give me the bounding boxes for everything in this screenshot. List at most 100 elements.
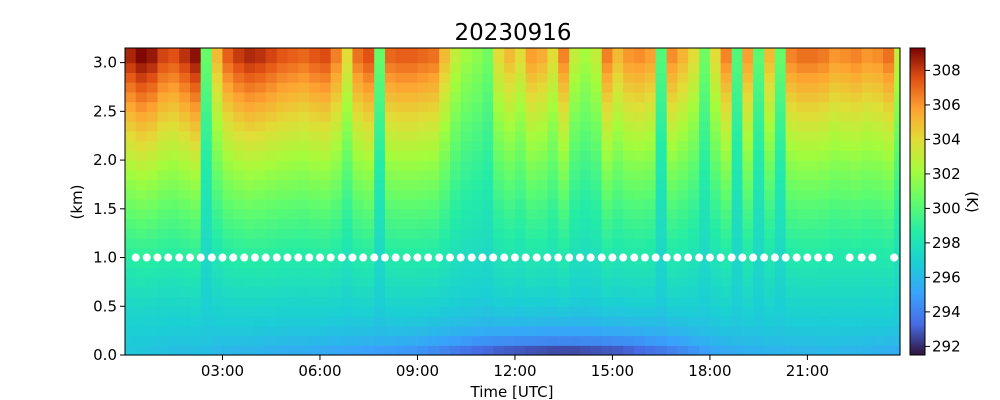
heatmap-cell	[146, 111, 159, 122]
heatmap-cell	[872, 82, 884, 93]
heatmap-cell	[265, 48, 278, 54]
heatmap-cell	[384, 111, 397, 122]
heatmap-cell	[352, 48, 364, 54]
heatmap-cell	[742, 325, 754, 337]
heatmap-cell	[677, 52, 689, 64]
heatmap-cell	[742, 121, 754, 132]
heatmap-cell	[125, 267, 137, 278]
heatmap-cell	[439, 325, 451, 337]
heatmap-cell	[135, 345, 148, 356]
heatmap-cell	[569, 189, 581, 200]
heatmap-profile	[764, 48, 776, 356]
heatmap-cell	[547, 267, 559, 278]
heatmap-cell	[363, 82, 375, 93]
heatmap-cell	[319, 257, 332, 268]
heatmap-cell	[493, 111, 505, 122]
heatmap-cell	[655, 150, 668, 161]
heatmap-cell	[460, 267, 473, 278]
heatmap-cell	[764, 101, 776, 112]
heatmap-cell	[363, 121, 375, 132]
heatmap-cell	[666, 247, 679, 259]
marker-point	[250, 253, 259, 262]
heatmap-cell	[883, 247, 895, 259]
heatmap-cell	[536, 62, 549, 73]
heatmap-cell	[601, 208, 614, 220]
heatmap-cell	[861, 91, 873, 103]
heatmap-cell	[352, 316, 364, 327]
heatmap-cell	[244, 130, 256, 142]
heatmap-cell	[395, 52, 408, 64]
heatmap-cell	[894, 277, 901, 288]
heatmap-cell	[298, 208, 310, 220]
heatmap-cell	[265, 316, 278, 327]
heatmap-cell	[547, 52, 559, 64]
heatmap-cell	[374, 218, 386, 229]
heatmap-cell	[525, 121, 538, 132]
heatmap-cell	[861, 48, 873, 54]
heatmap-cell	[493, 228, 505, 239]
heatmap-cell	[807, 238, 819, 249]
heatmap-cell	[709, 52, 722, 64]
heatmap-cell	[439, 160, 451, 171]
heatmap-cell	[861, 199, 873, 210]
heatmap-cell	[211, 247, 224, 259]
heatmap-cell	[125, 82, 137, 93]
heatmap-cell	[742, 335, 754, 346]
heatmap-cell	[547, 189, 559, 200]
heatmap-cell	[699, 228, 711, 239]
heatmap-cell	[514, 48, 527, 54]
heatmap-cell	[699, 150, 711, 161]
heatmap-cell	[428, 325, 440, 337]
heatmap-cell	[818, 218, 830, 229]
heatmap-cell	[211, 189, 224, 200]
heatmap-cell	[547, 345, 559, 356]
heatmap-cell	[189, 277, 202, 288]
marker-point	[131, 253, 140, 262]
heatmap-cell	[547, 62, 559, 73]
marker-point	[348, 253, 357, 262]
heatmap-cell	[493, 335, 505, 346]
heatmap-cell	[688, 62, 700, 73]
heatmap-cell	[634, 91, 646, 103]
heatmap-cell	[677, 189, 689, 200]
heatmap-cell	[623, 325, 635, 337]
heatmap-cell	[189, 48, 202, 54]
heatmap-cell	[677, 296, 689, 307]
heatmap-cell	[688, 160, 700, 171]
heatmap-cell	[482, 296, 494, 307]
heatmap-cell	[482, 179, 494, 190]
heatmap-cell	[818, 335, 830, 346]
heatmap-cell	[569, 325, 581, 337]
colorbar	[909, 47, 926, 356]
heatmap-cell	[514, 228, 527, 239]
heatmap-cell	[709, 82, 722, 93]
heatmap-cell	[774, 199, 787, 210]
heatmap-cell	[514, 121, 527, 132]
marker-point	[651, 253, 660, 262]
heatmap-cell	[298, 101, 310, 112]
heatmap-cell	[189, 140, 202, 151]
heatmap-cell	[536, 82, 549, 93]
heatmap-cell	[807, 286, 819, 298]
heatmap-cell	[699, 62, 711, 73]
heatmap-cell	[872, 179, 884, 190]
heatmap-cell	[720, 52, 733, 64]
heatmap-cell	[883, 296, 895, 307]
heatmap-cell	[536, 208, 549, 220]
heatmap-cell	[493, 130, 505, 142]
heatmap-cell	[634, 345, 646, 356]
heatmap-cell	[720, 199, 733, 210]
heatmap-cell	[233, 150, 245, 161]
heatmap-cell	[449, 179, 462, 190]
heatmap-cell	[764, 48, 776, 54]
heatmap-cell	[233, 82, 245, 93]
heatmap-profile	[189, 48, 202, 356]
heatmap-cell	[883, 316, 895, 327]
heatmap-cell	[352, 150, 364, 161]
heatmap-cell	[688, 150, 700, 161]
heatmap-cell	[330, 111, 343, 122]
heatmap-cell	[417, 101, 429, 112]
heatmap-cell	[341, 335, 354, 346]
heatmap-cell	[579, 296, 592, 307]
heatmap-cell	[601, 296, 614, 307]
